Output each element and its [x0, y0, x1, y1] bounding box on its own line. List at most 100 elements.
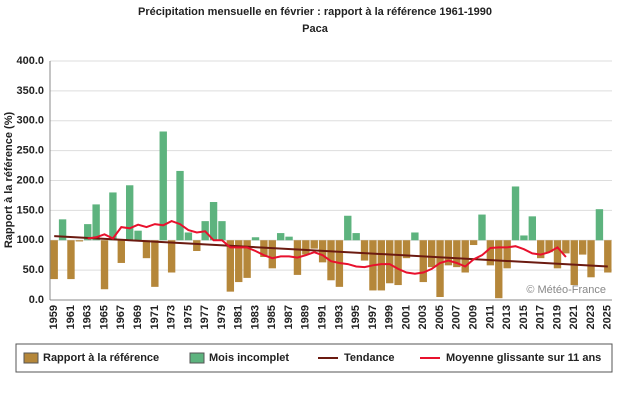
y-axis-label: Rapport à la référence (%)	[3, 112, 15, 249]
x-tick-label: 2017	[535, 305, 547, 329]
bar	[276, 233, 285, 241]
x-tick-label: 1973	[166, 305, 178, 329]
bar	[578, 240, 587, 255]
bar	[75, 240, 84, 242]
y-tick-label: 200.0	[16, 174, 44, 186]
x-tick-label: 1991	[317, 305, 329, 329]
bar	[109, 192, 117, 241]
x-tick-label: 1983	[249, 305, 261, 329]
bar	[360, 240, 369, 261]
bar	[427, 240, 436, 268]
y-tick-label: 300.0	[16, 115, 44, 127]
x-tick-label: 2011	[484, 305, 496, 329]
bar	[461, 240, 469, 273]
bar	[402, 240, 411, 259]
line-series	[87, 220, 567, 275]
bar	[67, 240, 75, 280]
bar	[503, 240, 511, 269]
bar	[243, 240, 251, 278]
x-tick-label: 1981	[233, 305, 245, 329]
x-tick-label: 1977	[199, 305, 211, 329]
bar	[92, 204, 100, 241]
bar	[436, 240, 444, 298]
x-tick-label: 2001	[400, 305, 412, 329]
x-tick-label: 2005	[434, 305, 446, 329]
bar	[419, 240, 427, 283]
bar	[495, 240, 503, 299]
y-tick-label: 150.0	[16, 204, 44, 216]
x-tick-label: 2013	[501, 305, 513, 329]
x-tick-label: 2019	[551, 305, 563, 329]
bar	[251, 237, 260, 241]
bar	[50, 240, 58, 280]
x-tick-label: 1999	[384, 305, 396, 329]
bar	[235, 240, 243, 283]
bar	[604, 240, 612, 273]
y-tick-label: 0.0	[29, 294, 44, 306]
x-tick-label: 1959	[48, 305, 60, 329]
legend-label: Moyenne glissante sur 11 ans	[446, 352, 601, 364]
bar	[537, 240, 545, 259]
bar	[218, 221, 226, 241]
bar	[184, 232, 193, 241]
chart-title: Précipitation mensuelle en février : rap…	[138, 6, 492, 18]
x-tick-label: 2003	[417, 305, 429, 329]
bar	[545, 240, 553, 253]
chart-subtitle: Paca	[302, 23, 329, 35]
x-tick-label: 2021	[568, 305, 580, 329]
bar	[478, 214, 486, 241]
x-tick-label: 2007	[451, 305, 463, 329]
x-tick-label: 1979	[216, 305, 228, 329]
bar	[167, 240, 176, 273]
annotation: © Météo-France	[526, 284, 606, 296]
bar	[209, 202, 218, 241]
legend-swatch	[189, 352, 205, 364]
bar	[394, 240, 402, 286]
bar	[310, 240, 318, 249]
legend-swatch	[23, 352, 39, 364]
bar	[226, 240, 235, 292]
x-tick-label: 2023	[585, 305, 597, 329]
x-tick-label: 1995	[350, 305, 362, 329]
x-tick-label: 2025	[602, 305, 614, 329]
bar	[520, 235, 528, 241]
x-tick-label: 1965	[98, 305, 110, 329]
bar	[151, 240, 159, 287]
x-tick-label: 1971	[149, 305, 161, 329]
x-tick-label: 1963	[82, 305, 94, 329]
bar	[444, 240, 453, 266]
bar	[134, 230, 142, 241]
x-tick-label: 1989	[300, 305, 312, 329]
x-tick-label: 1969	[132, 305, 144, 329]
legend-label: Tendance	[344, 352, 395, 364]
bar	[125, 185, 134, 241]
bar	[268, 240, 276, 269]
y-tick-label: 400.0	[16, 55, 44, 67]
x-tick-label: 1961	[65, 305, 77, 329]
x-tick-label: 1985	[266, 305, 278, 329]
bar	[511, 186, 520, 241]
y-tick-label: 350.0	[16, 85, 44, 97]
bar	[100, 240, 109, 290]
bar	[570, 240, 578, 286]
y-tick-label: 250.0	[16, 145, 44, 157]
bar	[595, 209, 604, 241]
bar	[302, 240, 310, 255]
bar	[285, 236, 293, 241]
bar	[193, 240, 201, 252]
bar	[84, 224, 92, 241]
bar	[386, 240, 394, 284]
bar	[142, 240, 151, 259]
x-tick-label: 2015	[518, 305, 530, 329]
x-tick-label: 2009	[468, 305, 480, 329]
bar	[159, 131, 167, 241]
bar	[553, 240, 562, 269]
bar	[528, 216, 537, 241]
legend-label: Mois incomplet	[209, 352, 289, 364]
bar	[453, 240, 461, 268]
bar	[117, 240, 125, 263]
legend-label: Rapport à la référence	[43, 352, 159, 364]
y-tick-label: 50.0	[23, 264, 44, 276]
bar	[486, 240, 495, 266]
